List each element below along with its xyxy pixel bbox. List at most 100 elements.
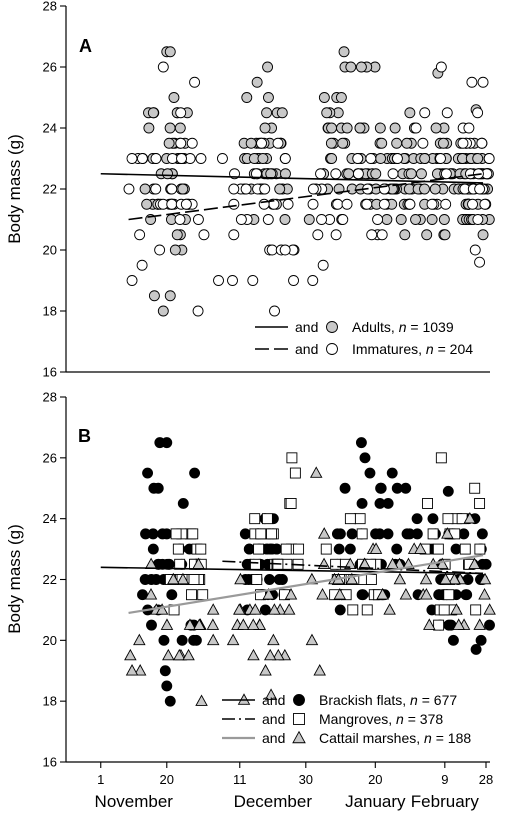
data-point [439, 229, 451, 241]
data-point [262, 92, 274, 103]
data-point [163, 558, 175, 570]
data-point [440, 198, 452, 210]
data-point [405, 168, 417, 180]
data-point [166, 153, 178, 164]
data-point [251, 574, 263, 585]
data-point [332, 198, 344, 210]
data-point [426, 198, 438, 210]
data-point [438, 214, 450, 225]
data-point [356, 498, 368, 509]
data-point [320, 543, 332, 555]
data-point [330, 229, 342, 241]
data-point [460, 589, 472, 601]
legend-and: and [262, 692, 285, 708]
data-point [166, 589, 178, 601]
data-point [144, 588, 158, 600]
y-tick-label: 22 [43, 182, 57, 197]
data-point [186, 137, 198, 149]
data-point [125, 664, 139, 676]
data-point [195, 543, 207, 555]
data-point [166, 198, 178, 210]
data-point [352, 153, 364, 164]
x-tick-label: 20 [160, 772, 174, 787]
month-label: January [345, 792, 406, 811]
data-point [284, 588, 298, 600]
data-point [142, 467, 154, 479]
data-point [483, 603, 496, 615]
x-tick-label: 11 [233, 772, 247, 787]
data-point [307, 275, 319, 286]
data-point [276, 574, 288, 585]
data-point [182, 648, 195, 661]
panel-a-letter: A [79, 36, 92, 56]
data-point [459, 543, 471, 555]
data-point [325, 137, 337, 149]
data-point [265, 168, 277, 180]
data-point [257, 153, 269, 164]
data-point [146, 619, 157, 631]
panel-b-trends [100, 554, 484, 615]
data-point [206, 633, 220, 646]
data-point [469, 482, 481, 494]
data-point [419, 107, 431, 119]
trend-line [222, 560, 484, 575]
data-point [261, 513, 273, 525]
data-point [276, 107, 288, 119]
data-point [239, 528, 251, 540]
legend-and: and [262, 730, 285, 746]
data-point [253, 543, 265, 555]
data-point [259, 122, 271, 134]
data-point [427, 528, 439, 540]
data-point [339, 482, 351, 494]
data-point [166, 183, 178, 195]
data-point [341, 198, 353, 210]
data-point [338, 46, 350, 58]
y-tick-label: 20 [43, 633, 57, 648]
panel-a-legend: and Adults, n = 1039 and Immatures, n = 204 [255, 319, 473, 357]
data-point [143, 122, 155, 134]
y-tick-label: 20 [43, 243, 57, 258]
data-point [186, 589, 197, 601]
data-point [264, 688, 278, 700]
data-point [473, 618, 486, 630]
data-point [123, 183, 135, 195]
panel-b-y-axis-label: Body mass (g) [5, 524, 24, 634]
x-tick-label: 1 [97, 772, 104, 787]
data-point [269, 305, 280, 317]
data-point [395, 214, 407, 225]
data-point [356, 528, 368, 540]
data-point [134, 229, 146, 241]
y-tick-label: 16 [43, 755, 57, 770]
data-point [391, 137, 403, 149]
data-point [337, 214, 349, 225]
panel-b-y-ticks: 16 18 20 22 24 26 28 [43, 390, 66, 770]
data-point [173, 648, 186, 661]
data-point [317, 259, 329, 271]
data-point [359, 452, 371, 464]
data-point [157, 61, 169, 73]
data-point [266, 528, 277, 540]
data-point [330, 558, 342, 570]
data-point [147, 107, 159, 119]
data-point [335, 92, 347, 103]
data-point [271, 543, 283, 555]
data-point [372, 214, 384, 225]
panel-a-points [123, 46, 495, 317]
data-point [313, 664, 326, 676]
data-point [317, 527, 331, 539]
data-point [474, 183, 486, 195]
data-point [421, 229, 433, 241]
data-point [189, 76, 201, 88]
data-point [399, 588, 413, 600]
data-point [259, 183, 271, 195]
data-point [183, 618, 197, 630]
panel-a: 16 18 20 22 24 26 28 A Body mass (g) and Adults… [5, 0, 495, 380]
data-point [189, 467, 201, 479]
data-point [318, 92, 330, 103]
data-point [150, 183, 162, 195]
data-point [361, 198, 373, 210]
y-tick-label: 28 [43, 390, 57, 405]
data-point [389, 122, 401, 134]
data-point [174, 122, 186, 134]
data-point [164, 122, 176, 134]
